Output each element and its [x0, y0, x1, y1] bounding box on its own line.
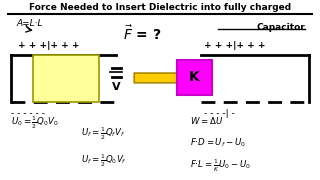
Text: $U_f = \frac{1}{2} Q_f V_f$: $U_f = \frac{1}{2} Q_f V_f$ — [81, 125, 125, 142]
Text: K: K — [189, 70, 200, 84]
Text: $U_0= \frac{1}{2} Q_0 V_0$: $U_0= \frac{1}{2} Q_0 V_0$ — [12, 115, 60, 131]
Text: A=L·L: A=L·L — [16, 19, 43, 28]
Text: $W = \Delta U$: $W = \Delta U$ — [190, 115, 223, 126]
FancyArrow shape — [134, 71, 195, 85]
Text: $\vec{F}$ = ?: $\vec{F}$ = ? — [123, 24, 161, 43]
Text: $F{\cdot}L = \frac{1}{K} U_0 - U_0$: $F{\cdot}L = \frac{1}{K} U_0 - U_0$ — [190, 157, 251, 174]
Text: $U_f = \frac{1}{2} Q_0 V_f$: $U_f = \frac{1}{2} Q_0 V_f$ — [81, 152, 127, 168]
Text: V: V — [112, 82, 120, 92]
Text: - - - -| -: - - - -| - — [204, 109, 235, 118]
Text: + + +|+ + +: + + +|+ + + — [18, 41, 79, 50]
Text: + + +|+ + +: + + +|+ + + — [204, 41, 266, 50]
Text: - - - - - -: - - - - - - — [12, 109, 45, 118]
Text: Capacitor: Capacitor — [257, 23, 306, 32]
Text: $F{\cdot}D = U_f - U_0$: $F{\cdot}D = U_f - U_0$ — [190, 136, 246, 148]
Bar — [177, 60, 212, 95]
Text: Force Needed to Insert Dielectric into fully charged: Force Needed to Insert Dielectric into f… — [29, 3, 291, 12]
Bar — [33, 55, 100, 102]
